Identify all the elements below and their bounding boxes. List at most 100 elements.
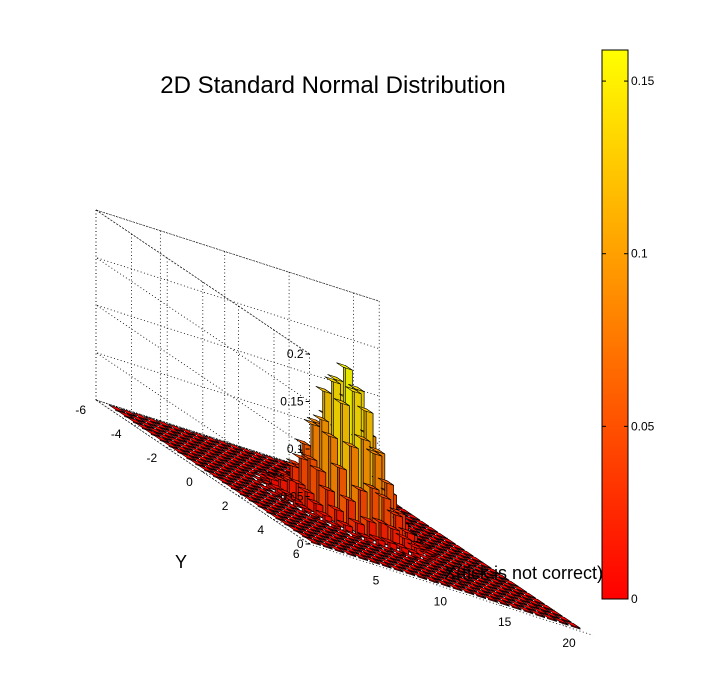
bar3-face-top: [304, 510, 321, 519]
bar3-column: [351, 551, 368, 562]
bar3-face-top: [304, 524, 321, 533]
bar3-face-top: [250, 462, 267, 471]
bar3-face-top: [451, 552, 468, 561]
bar3-face-top: [552, 616, 569, 625]
bar3-column: [434, 578, 451, 588]
bar3-face-top: [289, 522, 306, 531]
bar3-face-top: [431, 568, 448, 577]
bar3-face-top: [200, 437, 217, 446]
bar3-face-top: [209, 455, 226, 464]
bar3-face-top: [188, 458, 205, 467]
bar3-face-top: [232, 450, 249, 459]
bar3-column: [304, 536, 321, 547]
bar3-face-top: [256, 483, 273, 492]
bar3-face-top: [507, 586, 524, 595]
colorbar-tick-label: 0.1: [631, 247, 648, 261]
bar3-face-top: [410, 570, 427, 579]
y-axis-label: Y: [175, 552, 187, 572]
bar3-face-top: [250, 450, 267, 459]
z-tick-label: 0.05: [280, 490, 304, 504]
bar3-face-top: [430, 530, 447, 539]
bar3-face-top: [262, 491, 279, 500]
bar3-face-top: [188, 446, 205, 455]
y-tick-label: -6: [75, 403, 86, 417]
bar3-face-top: [321, 431, 338, 440]
bar3-face-top: [333, 539, 350, 548]
bar3-face-top: [209, 443, 226, 452]
bar3-column: [253, 498, 271, 508]
bar3-face-top: [357, 531, 374, 540]
bar3-face-top: [289, 477, 306, 486]
bar3-face-top: [487, 589, 504, 598]
bar3-column: [304, 510, 321, 521]
bar3-face-top: [253, 460, 270, 469]
bar3-face-top: [422, 562, 439, 571]
bar3-face-top: [412, 518, 429, 527]
bar3-face-top: [425, 572, 442, 581]
bar3-column: [304, 524, 321, 534]
bar3-face-top: [378, 557, 395, 566]
z-tick-label: 0: [297, 537, 304, 551]
x-tick-label: 5: [373, 574, 380, 588]
bar3-face-top: [369, 551, 386, 560]
bar3-face-top: [206, 458, 223, 467]
bar3-face-top: [141, 418, 158, 427]
bar3-face-top: [253, 485, 270, 494]
bar3-face-top: [345, 386, 362, 395]
bar3-face-top: [271, 497, 288, 506]
bar3-face-top: [289, 509, 306, 518]
bar3-face-top: [496, 595, 513, 604]
bar3-face-top: [394, 506, 412, 515]
bar3-face-top: [132, 412, 149, 421]
bar3-column: [457, 586, 475, 596]
bar3-face-top: [336, 537, 353, 546]
x-axis-label: X(tick is not correct): [444, 563, 603, 583]
bar3-column: [333, 398, 350, 525]
bar3-face-top: [381, 555, 398, 564]
bar3-face-top: [176, 429, 193, 438]
bar3-face-top: [433, 540, 450, 549]
bar3-face-top: [469, 577, 486, 586]
colorbar-gradient: [601, 49, 629, 600]
bar3-face-top: [215, 451, 232, 460]
bar3-face-top: [242, 494, 259, 503]
bar3-face-top: [307, 521, 324, 530]
bar3-column: [315, 509, 333, 525]
bar3-face-top: [490, 587, 507, 596]
bar3-face-top: [286, 524, 303, 533]
bar3-face-top: [507, 599, 525, 608]
bar3-face-top: [179, 452, 196, 461]
bar3-face-top: [316, 527, 333, 536]
bar3-face-top: [365, 448, 383, 457]
bar3-column: [469, 589, 486, 600]
bar3-face-top: [273, 457, 290, 466]
bar3-column: [540, 612, 557, 623]
bar3-face-top: [387, 563, 404, 572]
bar3-face-top: [501, 578, 518, 587]
bar3-column: [295, 502, 312, 515]
y-tick-label: -4: [111, 427, 122, 441]
bar3-face-top: [277, 487, 294, 496]
bar3-face-top: [241, 456, 258, 465]
bar3-face-top: [322, 536, 339, 545]
chart-title: 2D Standard Normal Distribution: [160, 72, 505, 99]
bar3-face-top: [528, 596, 545, 605]
bar3-face-top: [135, 422, 152, 431]
bar3-column: [401, 551, 418, 562]
bar3-face-top: [224, 482, 241, 491]
bar3-face-top: [300, 453, 318, 462]
bar3-face-top: [277, 518, 294, 527]
bar3-face-top: [427, 545, 444, 554]
bar3-face-top: [434, 578, 451, 587]
bar3-column: [238, 471, 256, 482]
colorbar-tick-label: 0: [631, 592, 638, 606]
bar3-face-top: [457, 586, 474, 595]
bar3-column: [253, 471, 270, 483]
bar3-face-top: [274, 495, 291, 504]
bar3-face-top: [448, 567, 465, 576]
bar3-face-top: [108, 404, 125, 413]
bar3-face-top: [259, 506, 277, 515]
bar3-face-top: [212, 453, 229, 462]
bar3-face-top: [197, 439, 214, 448]
